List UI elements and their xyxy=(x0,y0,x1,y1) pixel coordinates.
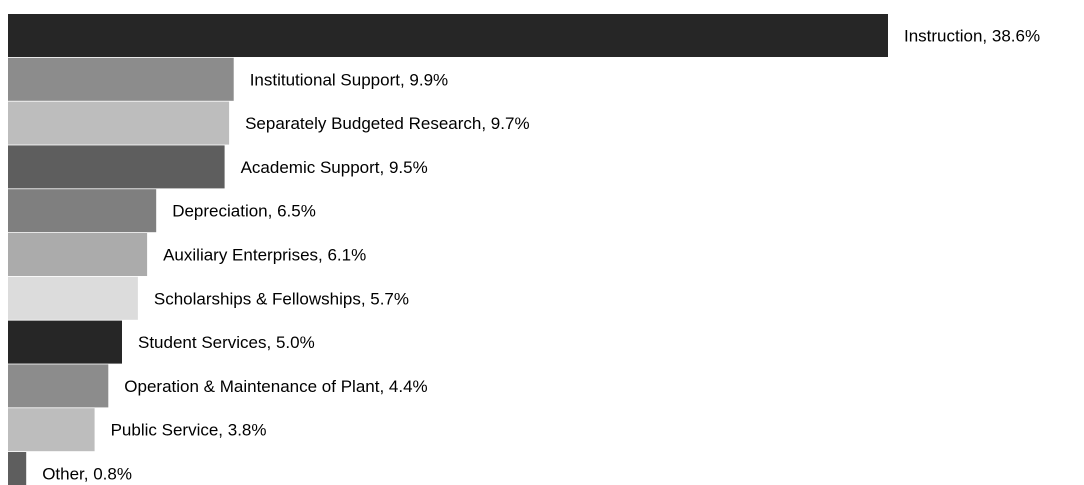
bar-operation-maintenance-of-plant xyxy=(8,364,109,408)
data-label-auxiliary-enterprises: Auxiliary Enterprises, 6.1% xyxy=(163,246,366,265)
bar-scholarships-fellowships xyxy=(8,276,138,320)
data-label-public-service: Public Service, 3.8% xyxy=(111,421,267,440)
bar-public-service xyxy=(8,408,95,452)
data-label-academic-support: Academic Support, 9.5% xyxy=(241,158,428,177)
bar-academic-support xyxy=(8,145,225,189)
data-label-student-services: Student Services, 5.0% xyxy=(138,333,315,352)
data-label-separately-budgeted-research: Separately Budgeted Research, 9.7% xyxy=(245,114,529,133)
bar-student-services xyxy=(8,320,122,364)
data-label-depreciation: Depreciation, 6.5% xyxy=(172,202,316,221)
data-label-other: Other, 0.8% xyxy=(42,465,132,484)
bar-other xyxy=(8,452,27,485)
data-label-institutional-support: Institutional Support, 9.9% xyxy=(250,70,448,89)
data-label-instruction: Instruction, 38.6% xyxy=(904,27,1040,46)
bar-instruction xyxy=(8,14,888,57)
data-labels-layer: Instruction, 38.6% Institutional Support,… xyxy=(42,27,1040,484)
bar-institutional-support xyxy=(8,57,234,101)
data-label-operation-maintenance-of-plant: Operation & Maintenance of Plant, 4.4% xyxy=(124,377,427,396)
bar-separately-budgeted-research xyxy=(8,101,230,145)
bars-layer xyxy=(8,14,888,485)
bar-auxiliary-enterprises xyxy=(8,233,148,276)
bar-depreciation xyxy=(8,189,157,233)
data-label-scholarships-fellowships: Scholarships & Fellowships, 5.7% xyxy=(154,289,409,308)
